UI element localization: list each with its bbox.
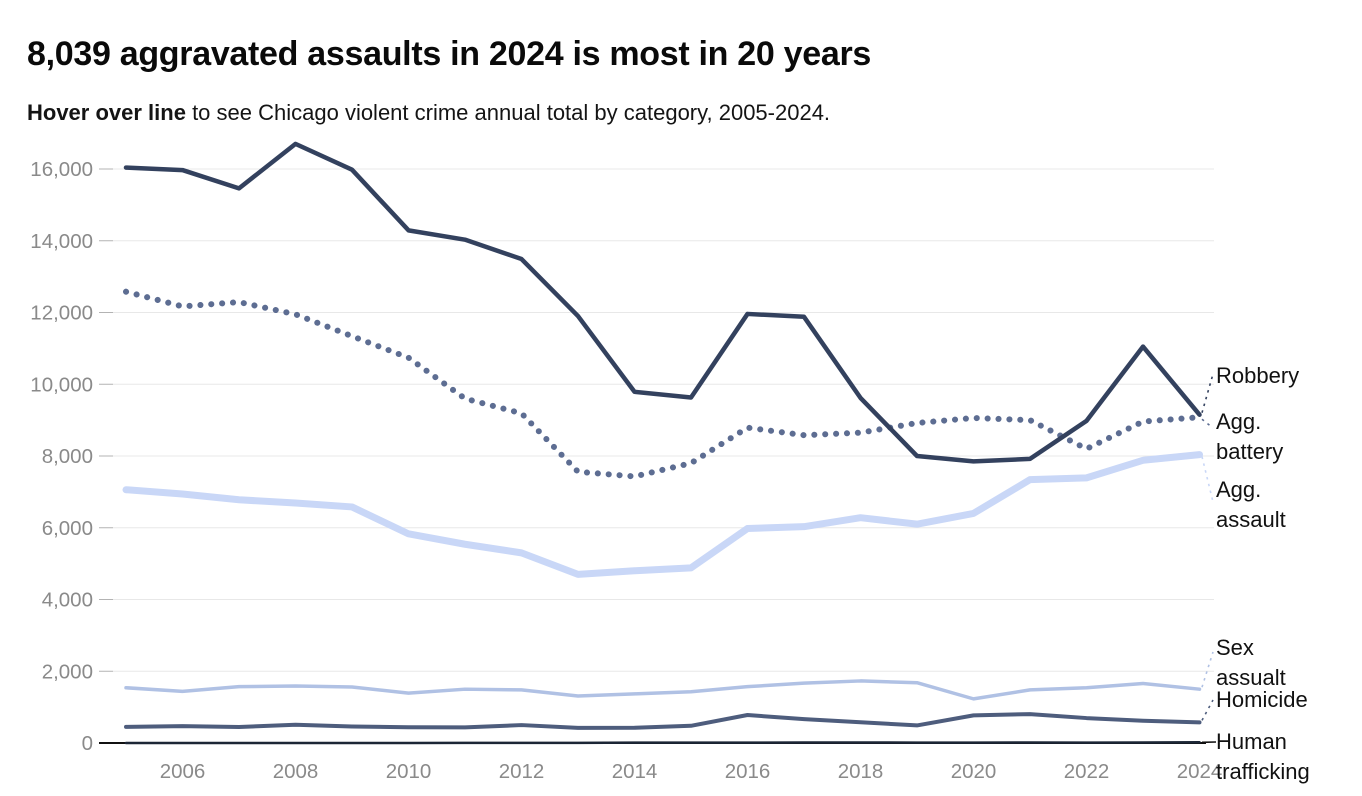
leader-agg-assault	[1201, 456, 1214, 503]
x-tick-label: 2010	[386, 760, 432, 783]
line-human-trafficking[interactable]	[124, 741, 1201, 745]
line-robbery[interactable]	[123, 141, 1202, 464]
y-tick-label: 14,000	[30, 230, 93, 253]
x-tick-label: 2016	[725, 760, 771, 783]
leader-robbery	[1201, 373, 1214, 413]
line-homicide[interactable]	[124, 712, 1202, 730]
x-tick-label: 2008	[273, 760, 319, 783]
x-tick-label: 2006	[160, 760, 206, 783]
chart-subtitle: Hover over line to see Chicago violent c…	[27, 100, 830, 126]
page-title: 8,039 aggravated assaults in 2024 is mos…	[27, 34, 872, 73]
label-leader-lines	[1201, 373, 1217, 744]
y-tick-label: 0	[82, 732, 93, 755]
x-tick-label: 2018	[838, 760, 884, 783]
series-label-sex-assault: Sex assualt	[1216, 635, 1286, 690]
y-tick-label: 4,000	[42, 589, 93, 612]
series-label-robbery: Robbery	[1216, 363, 1300, 388]
y-axis-labels: 0 2,000 4,000 6,000 8,000 10,000 12,000 14,000 1…	[30, 158, 93, 755]
x-tick-label: 2024	[1177, 760, 1223, 783]
y-tick-label: 2,000	[42, 660, 93, 683]
leader-homicide	[1201, 699, 1214, 721]
leader-agg-battery	[1201, 418, 1214, 429]
y-tick-label: 10,000	[30, 373, 93, 396]
y-tick-label: 8,000	[42, 445, 93, 468]
line-agg-assault[interactable]	[122, 451, 1203, 578]
x-tick-label: 2022	[1064, 760, 1110, 783]
subtitle-rest: to see Chicago violent crime annual tota…	[185, 100, 831, 125]
y-tick-label: 16,000	[30, 158, 93, 181]
gridlines	[99, 168, 1214, 744]
series-label-homicide: Homicide	[1216, 687, 1308, 712]
line-sex-assualt[interactable]	[124, 679, 1202, 701]
series-label-agg-battery: Agg. battery	[1216, 409, 1284, 464]
y-tick-label: 6,000	[42, 517, 93, 540]
x-tick-label: 2012	[499, 760, 545, 783]
series-label-human-trafficking: Human trafficking	[1216, 729, 1310, 784]
y-tick-label: 12,000	[30, 302, 93, 325]
series-label-agg-assault: Agg. assault	[1216, 477, 1286, 532]
subtitle-bold-hint: Hover over line	[27, 100, 186, 125]
leader-sex-assualt	[1201, 651, 1214, 688]
x-tick-label: 2020	[951, 760, 997, 783]
x-axis-labels: 2006 2008 2010 2012 2014 2016 2018 2020 2022 2024	[160, 760, 1223, 783]
line-agg-battery[interactable]	[123, 288, 1203, 480]
x-tick-label: 2014	[612, 760, 658, 783]
